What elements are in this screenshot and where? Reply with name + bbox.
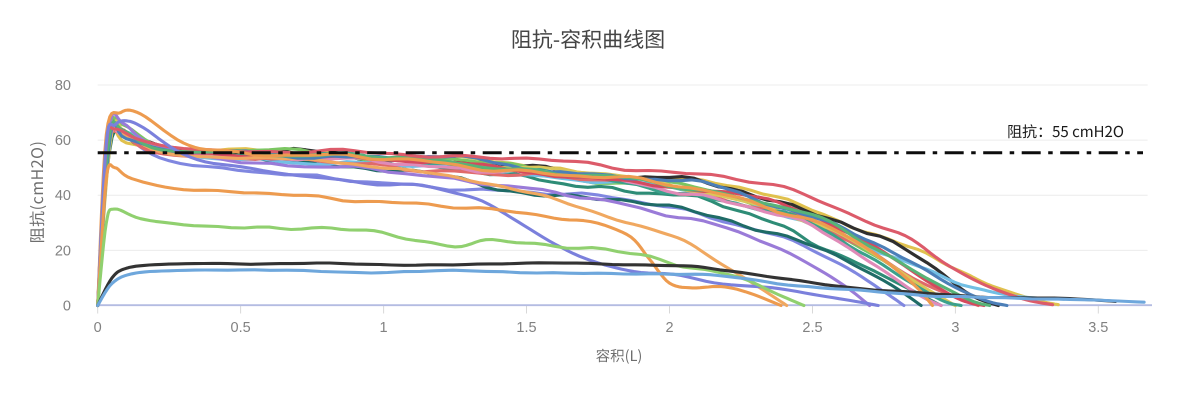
svg-text:0: 0 <box>94 320 102 336</box>
svg-text:0.5: 0.5 <box>231 320 251 336</box>
svg-text:40: 40 <box>55 188 71 204</box>
svg-text:80: 80 <box>55 78 71 94</box>
svg-text:60: 60 <box>55 133 71 149</box>
svg-text:0: 0 <box>63 299 71 315</box>
svg-text:2: 2 <box>665 320 673 336</box>
svg-text:20: 20 <box>55 243 71 259</box>
svg-text:1: 1 <box>380 320 388 336</box>
svg-text:3: 3 <box>951 320 959 336</box>
svg-text:3.5: 3.5 <box>1088 320 1108 336</box>
svg-text:2.5: 2.5 <box>802 320 822 336</box>
svg-text:1.5: 1.5 <box>516 320 536 336</box>
